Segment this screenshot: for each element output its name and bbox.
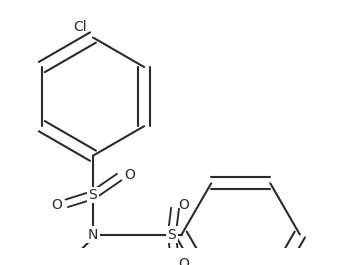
Text: S: S — [167, 228, 176, 241]
Text: Cl: Cl — [73, 20, 86, 34]
Text: O: O — [124, 168, 135, 182]
Text: O: O — [51, 198, 62, 212]
Text: N: N — [88, 228, 98, 241]
Text: O: O — [178, 198, 189, 212]
Text: S: S — [89, 188, 97, 202]
Text: O: O — [178, 257, 189, 265]
